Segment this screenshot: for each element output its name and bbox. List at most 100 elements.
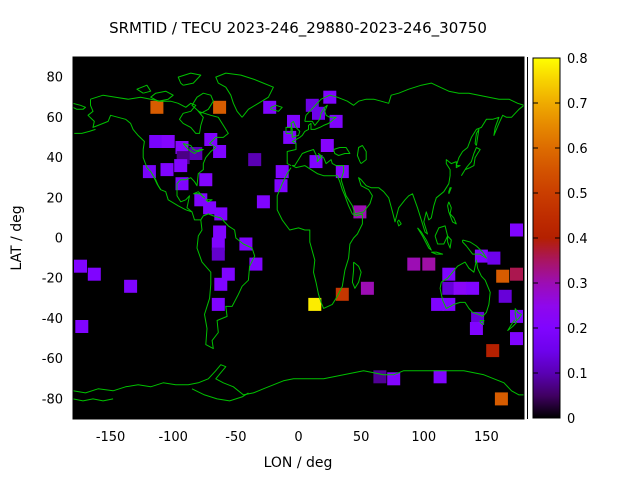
data-cell <box>199 173 213 187</box>
coastline-path <box>351 261 362 289</box>
x-axis-title: LON / deg <box>264 455 333 471</box>
coastline-path <box>73 102 86 110</box>
x-tick-label: -150 <box>96 430 126 445</box>
data-cell <box>494 392 508 406</box>
coastline-path <box>136 84 152 94</box>
coastline-path <box>276 104 524 309</box>
data-cell <box>453 281 467 295</box>
coastline-path <box>150 90 174 102</box>
data-cell <box>213 145 227 158</box>
colorbar-tick-label: 0 <box>567 412 575 427</box>
data-cell <box>487 251 501 265</box>
colorbar-tick-label: 0.8 <box>567 52 588 67</box>
data-cell <box>431 297 445 311</box>
y-tick-label: -60 <box>42 352 63 367</box>
data-cell <box>283 130 297 144</box>
y-tick-label: -20 <box>42 272 63 287</box>
data-cell <box>510 223 523 237</box>
data-cell <box>189 147 203 160</box>
y-tick-label: -40 <box>42 312 63 327</box>
data-cell <box>213 225 227 239</box>
data-cell <box>87 267 101 281</box>
coastline-path <box>439 259 491 317</box>
coastline-path <box>205 199 213 203</box>
colorbar-tick-label: 0.5 <box>567 187 588 202</box>
data-cell <box>211 237 225 251</box>
data-cell <box>474 249 488 263</box>
coastline-path <box>177 72 202 86</box>
coastline-path <box>215 72 274 118</box>
colorbar-tick-label: 0.7 <box>567 97 588 112</box>
coastline-path <box>196 213 256 350</box>
coastline-path <box>191 388 249 402</box>
chart-title: SRMTID / TECU 2023-246_29880-2023-246_30… <box>109 19 487 38</box>
data-cell <box>353 205 367 219</box>
coastline-path <box>270 104 283 112</box>
y-axis-title: LAT / deg <box>9 205 25 270</box>
data-cell <box>510 332 523 346</box>
data-cell <box>469 322 483 335</box>
colorbar-tick-label: 0.4 <box>567 232 588 247</box>
colorbar-ticks <box>533 102 560 374</box>
data-cell <box>124 279 138 293</box>
y-tick-labels: 80 60 40 20 0 -20 -40 -60 -80 <box>42 71 63 408</box>
coastline-path <box>448 187 452 194</box>
data-cell <box>211 247 225 261</box>
coastline-path <box>87 99 193 213</box>
coastline-path <box>479 320 485 325</box>
coastline-path <box>193 191 205 199</box>
coastline-path <box>290 120 301 138</box>
coastline-path <box>417 227 432 251</box>
coastline-path <box>431 251 444 255</box>
x-tick-label: -100 <box>158 430 188 445</box>
coastline-path <box>74 128 96 134</box>
data-cell <box>335 165 349 179</box>
data-cell <box>214 277 228 291</box>
plot-border <box>72 56 525 420</box>
coastline-path <box>286 104 337 167</box>
data-cell <box>360 281 374 295</box>
data-cell <box>442 281 456 295</box>
colorbar-labels: 0 0.1 0.2 0.3 0.4 0.5 0.6 0.7 0.8 <box>567 52 588 427</box>
coastline-path <box>285 126 292 134</box>
data-cell <box>320 139 334 152</box>
data-cell <box>466 281 480 295</box>
coastline-path <box>191 92 214 114</box>
coastline-path <box>462 239 487 259</box>
data-cell <box>312 106 325 120</box>
colorbar-tick-label: 0.1 <box>567 367 588 382</box>
y-tick-label: 60 <box>46 111 63 126</box>
coastline-path <box>356 145 367 164</box>
data-cell <box>308 297 322 311</box>
coastline-path <box>333 147 351 156</box>
data-cell <box>275 165 289 179</box>
y-tick-label: 80 <box>46 71 63 86</box>
coastline-path <box>73 364 524 396</box>
data-cell <box>496 269 510 283</box>
data-cell <box>309 155 323 169</box>
x-tick-label: 50 <box>353 430 370 445</box>
data-cell <box>486 344 500 358</box>
data-cell <box>498 289 512 303</box>
coastline-path <box>151 173 162 190</box>
coastline-path <box>90 94 229 221</box>
data-cell <box>211 297 225 311</box>
data-cell <box>335 287 349 301</box>
data-cell <box>150 100 164 114</box>
coastline-path <box>507 320 517 331</box>
data-cell <box>248 153 262 167</box>
data-cell <box>239 237 253 251</box>
data-cell <box>407 257 421 271</box>
coastline-path <box>447 235 452 249</box>
data-cell <box>149 135 163 148</box>
x-tick-label: 150 <box>474 430 499 445</box>
y-tick-label: -80 <box>42 392 63 407</box>
coastline-path <box>397 219 402 227</box>
data-cell <box>263 100 277 114</box>
data-cell <box>174 159 188 173</box>
coastline-path <box>304 82 524 122</box>
data-cell <box>213 100 227 114</box>
data-cell <box>433 370 447 384</box>
